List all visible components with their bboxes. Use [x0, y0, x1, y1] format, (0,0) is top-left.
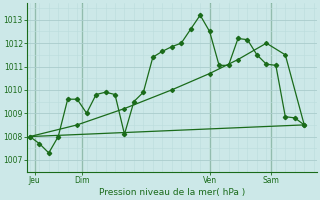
X-axis label: Pression niveau de la mer( hPa ): Pression niveau de la mer( hPa ) — [99, 188, 245, 197]
